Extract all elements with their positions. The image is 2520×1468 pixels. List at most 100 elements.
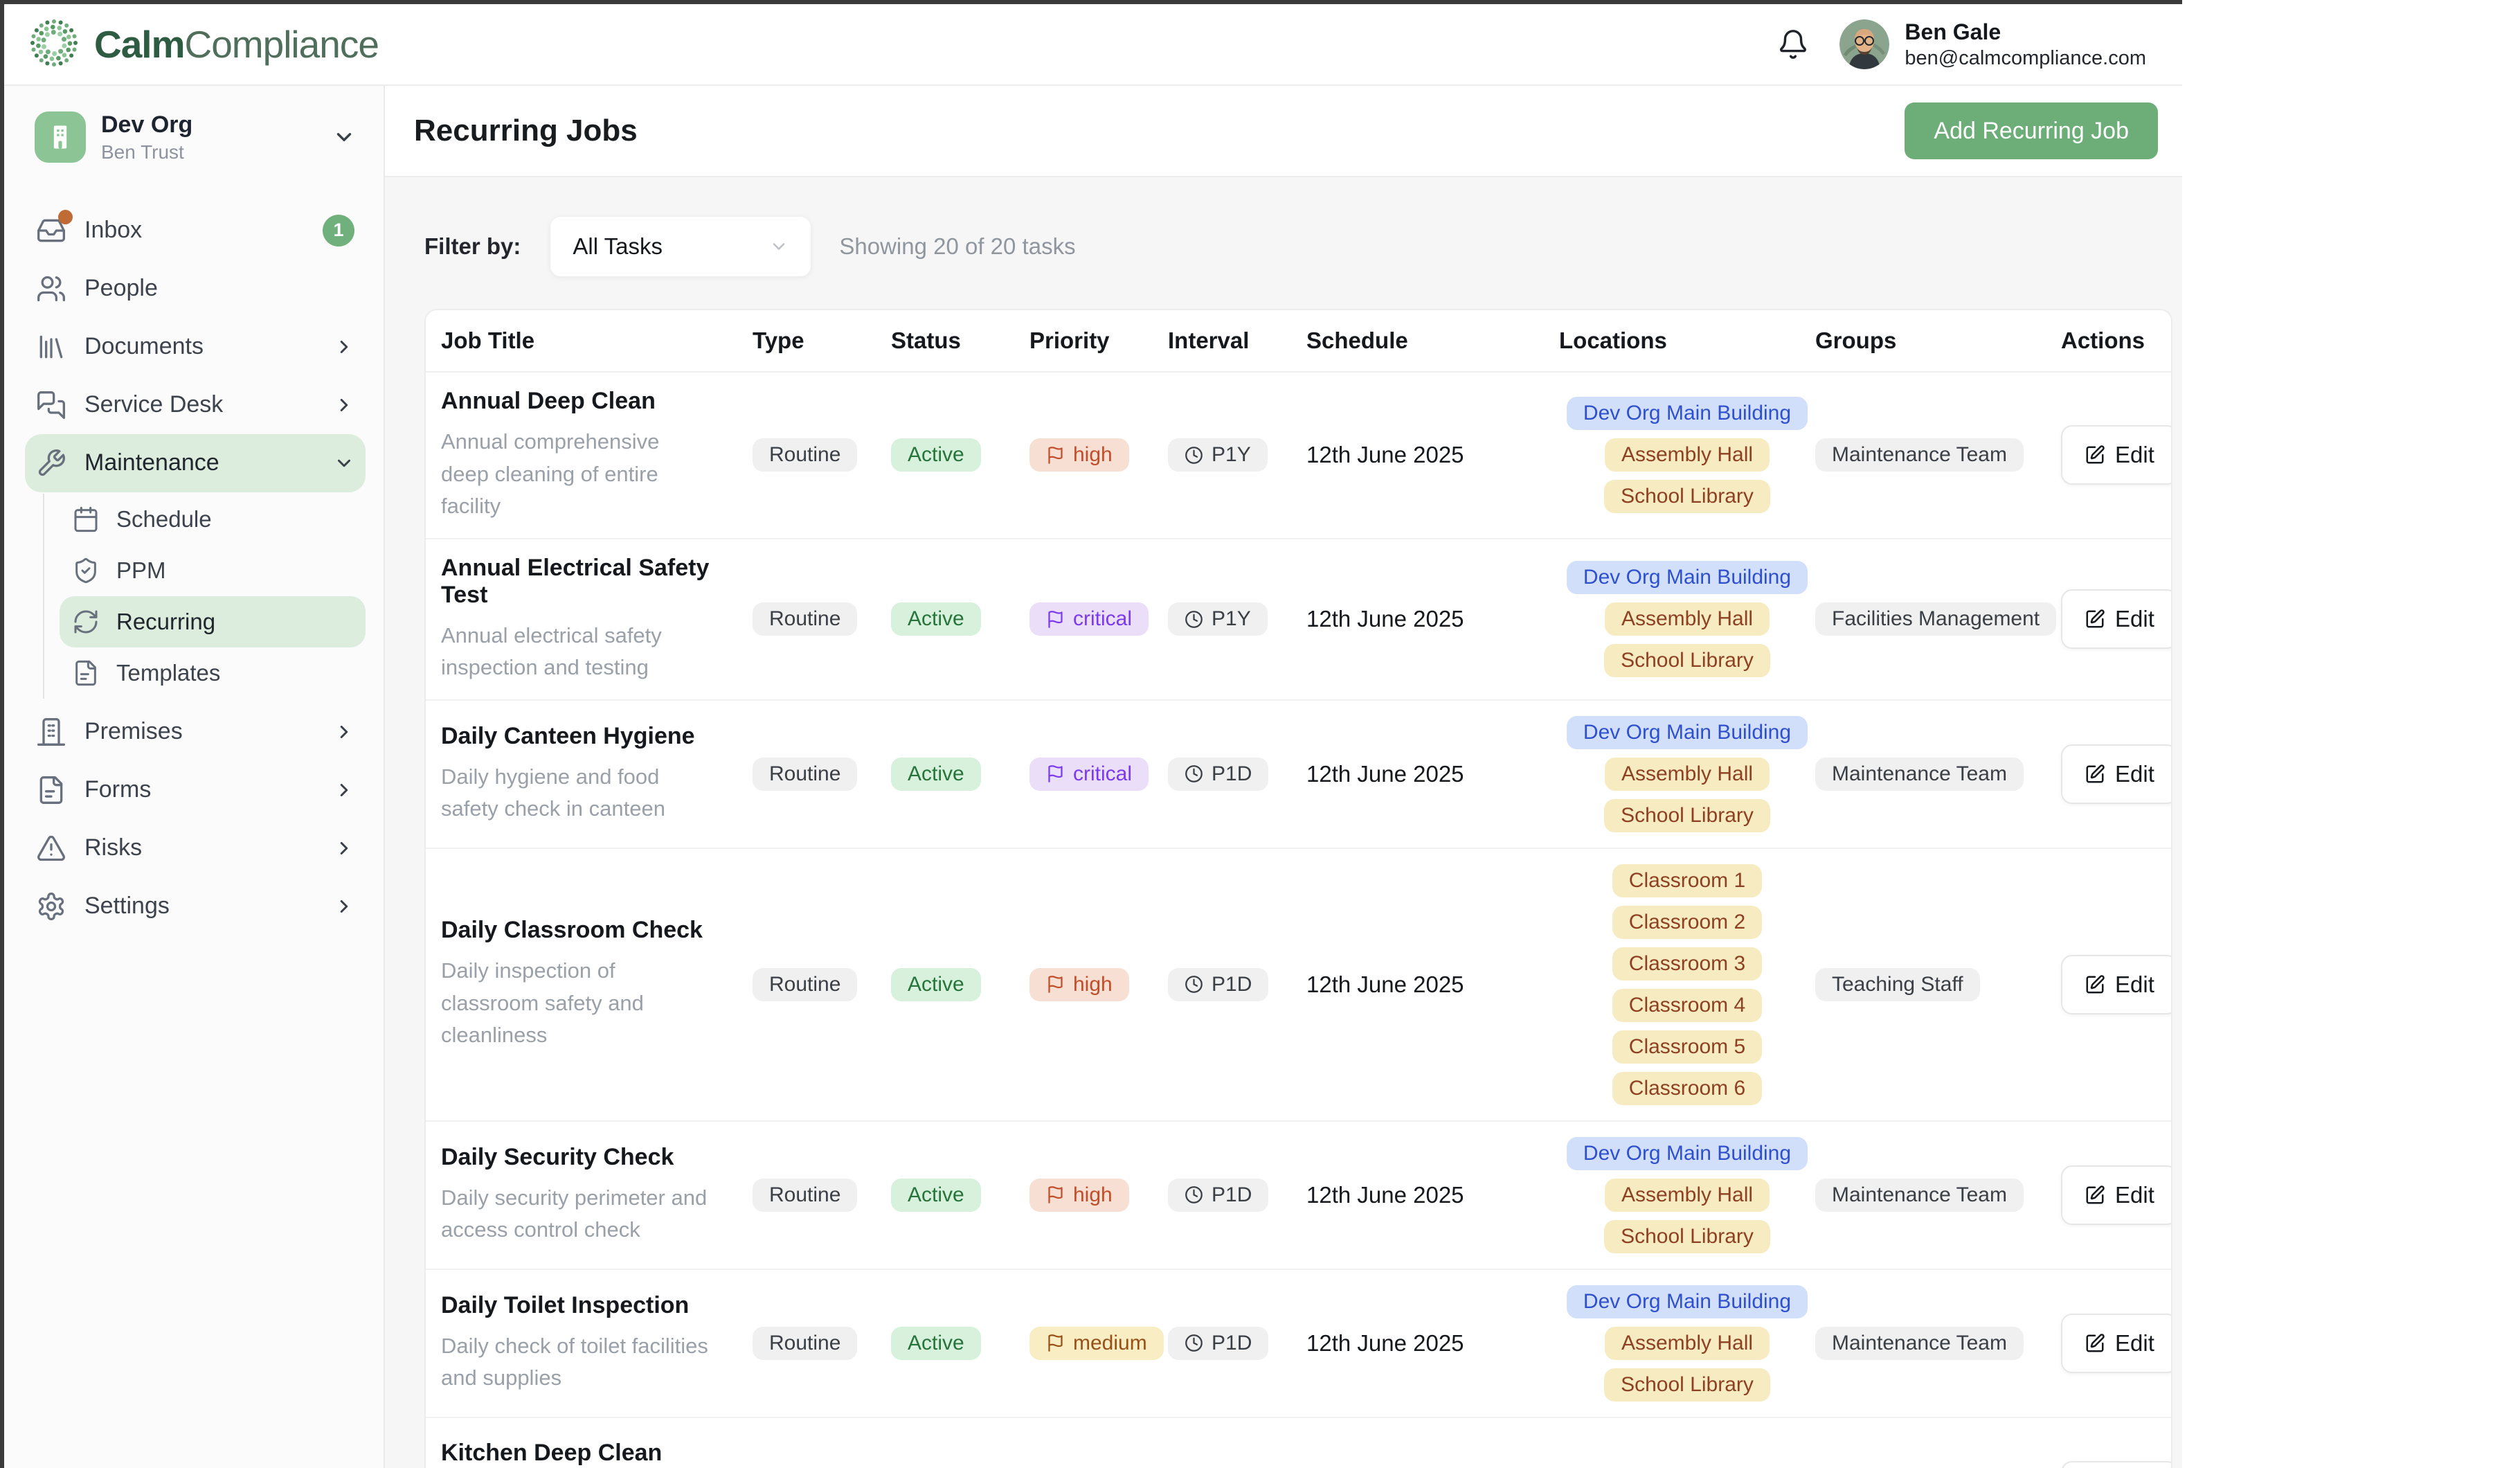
flag-icon [1046,975,1065,994]
sidebar-subitem-ppm[interactable]: PPM [60,545,366,596]
notifications-button[interactable] [1777,28,1809,60]
table-row: Annual Electrical Safety Test Annual ele… [426,539,2171,701]
sidebar-item-label: Inbox [84,217,142,244]
sidebar-item-inbox[interactable]: Inbox 1 [25,202,366,260]
edit-button[interactable]: Edit [2061,425,2172,485]
edit-button-label: Edit [2115,1182,2154,1208]
status-badge: Active [891,758,981,791]
job-title-cell: Kitchen Deep Clean Weekly deep cleaning … [441,1440,753,1468]
actions-cell: Edit [2061,744,2172,804]
gear-icon [36,891,66,922]
actions-cell: Edit [2061,955,2172,1014]
edit-button[interactable]: Edit [2061,1461,2172,1468]
org-selector[interactable]: Dev Org Ben Trust [25,109,366,165]
location-pill: School Library [1604,1220,1770,1253]
task-filter-select[interactable]: All Tasks [550,216,811,277]
table-body: Annual Deep Clean Annual comprehensive d… [426,373,2171,1468]
chevron-down-icon [332,125,356,149]
sidebar-subitem-templates[interactable]: Templates [60,647,366,699]
column-header-locations: Locations [1559,328,1815,354]
documents-icon [36,332,66,362]
status-badge: Active [891,1179,981,1212]
building-icon [36,717,66,747]
sidebar-item-documents[interactable]: Documents [25,318,366,376]
filter-bar: Filter by: All Tasks Showing 20 of 20 ta… [424,216,2172,277]
location-pill: Classroom 2 [1612,906,1762,939]
edit-button[interactable]: Edit [2061,1165,2172,1225]
flag-icon [1046,1334,1065,1352]
job-description: Annual electrical safety inspection and … [441,620,711,684]
people-icon [36,274,66,304]
table-row: Annual Deep Clean Annual comprehensive d… [426,373,2171,539]
avatar-illustration [1839,19,1889,69]
edit-button[interactable]: Edit [2061,1314,2172,1373]
org-name: Dev Org [101,109,192,140]
column-header-priority: Priority [1029,328,1168,354]
sidebar-subitem-schedule[interactable]: Schedule [60,494,366,545]
user-info: Ben Gale ben@calmcompliance.com [1905,18,2146,71]
sidebar-subitem-label: Recurring [116,609,215,635]
app-body: Dev Org Ben Trust Inbox 1 People Documen… [4,86,2182,1468]
chevron-down-icon [769,237,789,256]
edit-icon [2085,764,2105,785]
edit-button[interactable]: Edit [2061,589,2172,649]
location-pill: Classroom 3 [1612,947,1762,981]
job-description: Daily hygiene and food safety check in c… [441,761,711,825]
sidebar-item-label: Premises [84,718,183,745]
sidebar-item-maintenance[interactable]: Maintenance [25,434,366,492]
location-pill: School Library [1604,480,1770,513]
priority-badge: critical [1029,758,1149,791]
actions-cell: Edit [2061,1461,2172,1468]
job-title-cell: Daily Security Check Daily security peri… [441,1144,753,1246]
window-frame-top [0,0,2182,4]
wrench-icon [36,448,66,478]
sidebar-item-forms[interactable]: Forms [25,761,366,819]
edit-button[interactable]: Edit [2061,955,2172,1014]
type-badge: Routine [753,758,857,791]
shield-check-icon [72,557,100,584]
schedule-date: 12th June 2025 [1306,442,1559,468]
results-count: Showing 20 of 20 tasks [839,233,1075,260]
file-icon [36,775,66,805]
documents-icon [36,332,66,362]
sidebar-item-premises[interactable]: Premises [25,703,366,761]
org-building-icon [35,111,86,163]
job-description: Annual comprehensive deep cleaning of en… [441,426,711,523]
type-cell: Routine [753,1327,891,1360]
sidebar-item-risks[interactable]: Risks [25,819,366,877]
type-cell: Routine [753,758,891,791]
location-pill: Assembly Hall [1605,438,1770,472]
interval-badge: P1D [1168,758,1268,791]
main-area: Recurring Jobs Add Recurring Job Filter … [385,86,2182,1468]
edit-button[interactable]: Edit [2061,744,2172,804]
add-recurring-job-button[interactable]: Add Recurring Job [1905,102,2158,159]
priority-badge: high [1029,968,1129,1001]
job-title: Kitchen Deep Clean [441,1440,711,1467]
shield-check-icon [72,557,100,584]
sidebar-item-people[interactable]: People [25,260,366,318]
priority-badge: critical [1029,602,1149,636]
maintenance-submenu: Schedule PPM Recurring Templates [43,494,366,699]
type-badge: Routine [753,1327,857,1360]
locations-list: Dev Org Main BuildingAssembly HallSchool… [1559,1285,1815,1402]
sidebar-item-service-desk[interactable]: Service Desk [25,376,366,434]
calendar-icon [72,505,100,533]
clock-icon [1185,1185,1203,1204]
interval-badge: P1D [1168,1327,1268,1360]
service-desk-icon [36,390,66,420]
window-frame-left [0,0,4,1468]
interval-cell: P1D [1168,968,1306,1001]
gear-icon [36,891,66,922]
location-pill: Classroom 4 [1612,989,1762,1022]
inbox-icon [36,215,66,246]
sidebar-nav: Inbox 1 People Documents Service Desk Ma… [25,202,366,936]
schedule-date: 12th June 2025 [1306,1182,1559,1208]
sidebar-item-settings[interactable]: Settings [25,877,366,936]
user-avatar[interactable] [1839,19,1889,69]
interval-cell: P1D [1168,1327,1306,1360]
sidebar-subitem-recurring[interactable]: Recurring [60,596,366,647]
inbox-count-badge: 1 [323,215,354,247]
type-cell: Routine [753,602,891,636]
job-title: Daily Security Check [441,1144,711,1171]
interval-badge: P1D [1168,968,1268,1001]
